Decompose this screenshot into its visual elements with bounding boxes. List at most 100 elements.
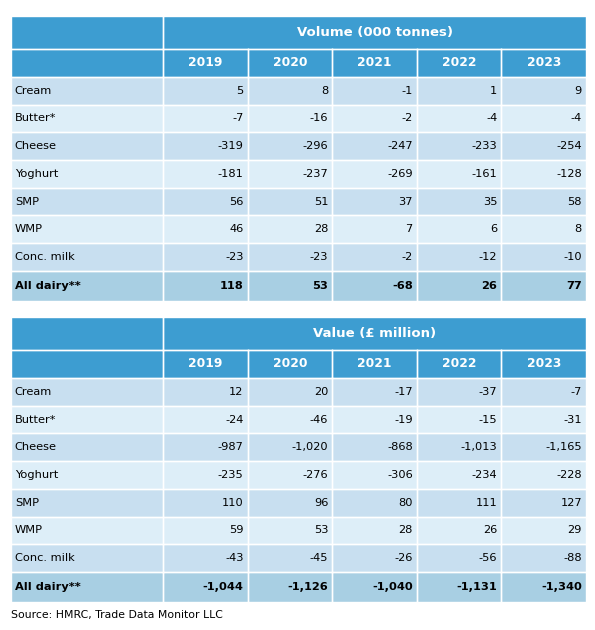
Text: -1,340: -1,340 xyxy=(541,582,582,592)
Text: 6: 6 xyxy=(490,224,497,234)
Bar xyxy=(333,77,417,105)
Text: -88: -88 xyxy=(563,553,582,563)
Bar xyxy=(502,489,586,517)
Text: -24: -24 xyxy=(226,415,243,425)
Bar xyxy=(11,16,163,49)
Text: 46: 46 xyxy=(229,224,243,234)
Bar xyxy=(417,350,502,378)
Text: 12: 12 xyxy=(229,387,243,397)
Text: -1,126: -1,126 xyxy=(287,582,328,592)
Text: 2023: 2023 xyxy=(527,56,561,69)
Bar xyxy=(11,215,163,243)
Text: -228: -228 xyxy=(556,470,582,480)
Text: SMP: SMP xyxy=(15,498,39,508)
Text: 56: 56 xyxy=(229,197,243,207)
Text: -7: -7 xyxy=(571,387,582,397)
Text: 2019: 2019 xyxy=(188,56,223,69)
Bar xyxy=(502,517,586,544)
Bar xyxy=(502,243,586,271)
Bar xyxy=(11,49,163,77)
Bar xyxy=(248,77,333,105)
Bar xyxy=(333,461,417,489)
Bar xyxy=(502,350,586,378)
Text: 53: 53 xyxy=(312,281,328,291)
Bar xyxy=(163,49,248,77)
Bar xyxy=(417,243,502,271)
Text: -1: -1 xyxy=(402,86,413,96)
Text: -23: -23 xyxy=(225,252,243,262)
Text: Cream: Cream xyxy=(15,86,52,96)
Bar xyxy=(417,105,502,132)
Bar xyxy=(163,461,248,489)
Bar xyxy=(163,16,586,49)
Text: Cheese: Cheese xyxy=(15,442,57,452)
Bar xyxy=(248,132,333,160)
Text: 2020: 2020 xyxy=(273,56,307,69)
Text: -56: -56 xyxy=(479,553,497,563)
Bar xyxy=(333,572,417,602)
Bar xyxy=(333,406,417,433)
Text: -1,013: -1,013 xyxy=(461,442,497,452)
Bar xyxy=(248,160,333,188)
Bar xyxy=(11,105,163,132)
Bar xyxy=(417,271,502,301)
Bar xyxy=(333,517,417,544)
Text: Cream: Cream xyxy=(15,387,52,397)
Bar xyxy=(248,378,333,406)
Text: All dairy**: All dairy** xyxy=(15,582,81,592)
Text: -868: -868 xyxy=(387,442,413,452)
Bar xyxy=(333,271,417,301)
Text: 2021: 2021 xyxy=(358,56,392,69)
Text: 110: 110 xyxy=(222,498,243,508)
Bar xyxy=(248,572,333,602)
Text: Conc. milk: Conc. milk xyxy=(15,553,74,563)
Bar xyxy=(163,433,248,461)
Bar xyxy=(417,461,502,489)
Text: -254: -254 xyxy=(556,141,582,151)
Bar xyxy=(417,517,502,544)
Bar xyxy=(502,188,586,215)
Text: 29: 29 xyxy=(568,525,582,536)
Bar xyxy=(502,105,586,132)
Text: 77: 77 xyxy=(566,281,582,291)
Bar xyxy=(163,517,248,544)
Text: -987: -987 xyxy=(218,442,243,452)
Bar xyxy=(417,544,502,572)
Bar xyxy=(11,271,163,301)
Bar xyxy=(417,378,502,406)
Bar xyxy=(163,406,248,433)
Bar xyxy=(11,378,163,406)
Bar xyxy=(248,49,333,77)
Text: 2019: 2019 xyxy=(188,357,223,370)
Text: -12: -12 xyxy=(479,252,497,262)
Text: -1,040: -1,040 xyxy=(372,582,413,592)
Bar xyxy=(248,243,333,271)
Text: SMP: SMP xyxy=(15,197,39,207)
Bar xyxy=(333,188,417,215)
Text: -2: -2 xyxy=(402,252,413,262)
Text: -2: -2 xyxy=(402,113,413,123)
Bar xyxy=(333,105,417,132)
Text: -4: -4 xyxy=(486,113,497,123)
Bar xyxy=(248,461,333,489)
Text: -161: -161 xyxy=(472,169,497,179)
Bar xyxy=(502,544,586,572)
Text: 9: 9 xyxy=(575,86,582,96)
Bar xyxy=(417,160,502,188)
Bar xyxy=(11,572,163,602)
Text: 7: 7 xyxy=(406,224,413,234)
Text: Yoghurt: Yoghurt xyxy=(15,169,58,179)
Text: 111: 111 xyxy=(475,498,497,508)
Text: -19: -19 xyxy=(394,415,413,425)
Bar xyxy=(502,160,586,188)
Bar xyxy=(502,433,586,461)
Text: Conc. milk: Conc. milk xyxy=(15,252,74,262)
Text: -68: -68 xyxy=(392,281,413,291)
Text: 58: 58 xyxy=(568,197,582,207)
Bar xyxy=(163,243,248,271)
Bar xyxy=(248,433,333,461)
Text: 2023: 2023 xyxy=(527,357,561,370)
Bar xyxy=(163,77,248,105)
Bar xyxy=(502,378,586,406)
Text: -46: -46 xyxy=(310,415,328,425)
